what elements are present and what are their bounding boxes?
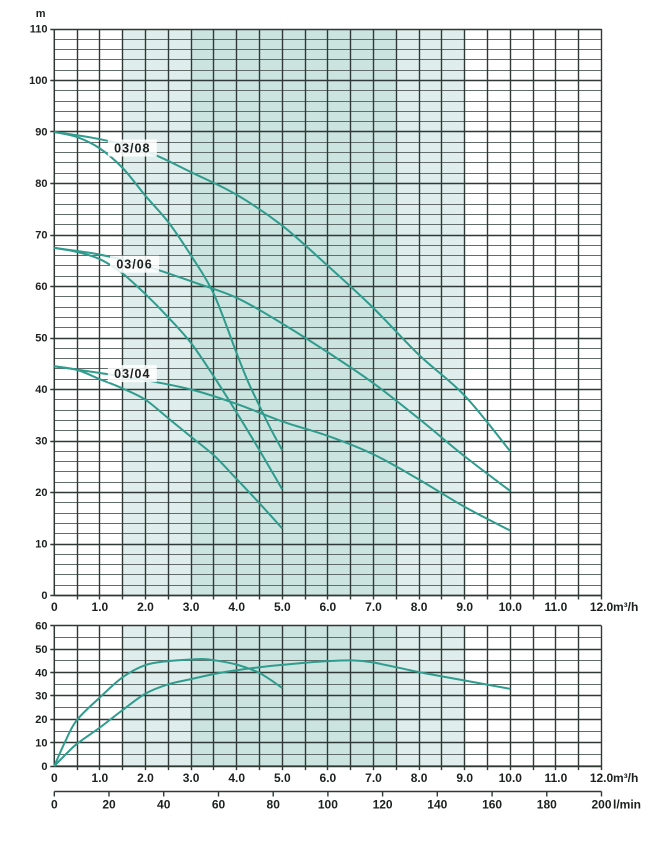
svg-text:03/04: 03/04 [114, 367, 150, 381]
svg-text:2.0: 2.0 [137, 771, 154, 785]
svg-text:10: 10 [35, 539, 47, 551]
svg-text:60: 60 [212, 798, 226, 812]
svg-text:3.0: 3.0 [183, 600, 200, 614]
svg-text:6.0: 6.0 [320, 600, 337, 614]
svg-text:10.0: 10.0 [499, 771, 523, 785]
svg-text:40: 40 [157, 798, 171, 812]
svg-text:11.0: 11.0 [545, 771, 568, 785]
svg-text:0: 0 [51, 600, 58, 614]
svg-text:1.0: 1.0 [92, 771, 109, 785]
svg-text:m: m [36, 8, 46, 20]
svg-text:l/min: l/min [613, 798, 641, 812]
svg-text:30: 30 [35, 691, 47, 703]
svg-text:0: 0 [51, 798, 58, 812]
svg-text:0: 0 [41, 761, 47, 773]
svg-text:0: 0 [41, 590, 47, 602]
svg-text:8.0: 8.0 [411, 600, 428, 614]
svg-text:100: 100 [318, 798, 338, 812]
svg-text:3.0: 3.0 [183, 771, 200, 785]
svg-text:2.0: 2.0 [137, 600, 154, 614]
svg-text:80: 80 [35, 178, 47, 190]
svg-text:12.0: 12.0 [590, 600, 614, 614]
svg-text:4.0: 4.0 [228, 600, 245, 614]
svg-text:50: 50 [35, 333, 47, 345]
svg-text:160: 160 [482, 798, 502, 812]
svg-text:20: 20 [35, 714, 47, 726]
svg-text:7.0: 7.0 [365, 600, 382, 614]
svg-text:20: 20 [102, 798, 116, 812]
svg-text:5.0: 5.0 [274, 600, 291, 614]
svg-text:80: 80 [267, 798, 281, 812]
svg-text:50: 50 [35, 644, 47, 656]
svg-text:90: 90 [35, 127, 47, 139]
svg-text:1.0: 1.0 [92, 600, 109, 614]
svg-text:m³/h: m³/h [613, 771, 638, 785]
svg-text:120: 120 [373, 798, 393, 812]
svg-text:200: 200 [591, 798, 611, 812]
svg-text:11.0: 11.0 [545, 600, 568, 614]
svg-text:30: 30 [35, 436, 47, 448]
svg-text:20: 20 [35, 487, 47, 499]
svg-text:9.0: 9.0 [456, 771, 473, 785]
svg-text:110: 110 [30, 24, 48, 36]
svg-text:60: 60 [35, 281, 47, 293]
svg-text:180: 180 [537, 798, 557, 812]
svg-text:03/08: 03/08 [114, 142, 150, 156]
svg-text:0: 0 [51, 771, 58, 785]
svg-text:4.0: 4.0 [228, 771, 245, 785]
svg-text:03/06: 03/06 [116, 258, 152, 272]
svg-text:70: 70 [35, 230, 47, 242]
svg-text:8.0: 8.0 [411, 771, 428, 785]
svg-text:10: 10 [35, 737, 47, 749]
svg-text:140: 140 [427, 798, 447, 812]
svg-text:6.0: 6.0 [320, 771, 337, 785]
svg-text:m³/h: m³/h [613, 600, 638, 614]
svg-text:10.0: 10.0 [499, 600, 523, 614]
svg-text:5.0: 5.0 [274, 771, 291, 785]
svg-text:100: 100 [29, 75, 47, 87]
svg-text:40: 40 [35, 384, 47, 396]
svg-text:9.0: 9.0 [456, 600, 473, 614]
svg-text:60: 60 [35, 621, 47, 633]
svg-text:12.0: 12.0 [590, 771, 614, 785]
svg-text:7.0: 7.0 [365, 771, 382, 785]
svg-text:40: 40 [35, 667, 47, 679]
